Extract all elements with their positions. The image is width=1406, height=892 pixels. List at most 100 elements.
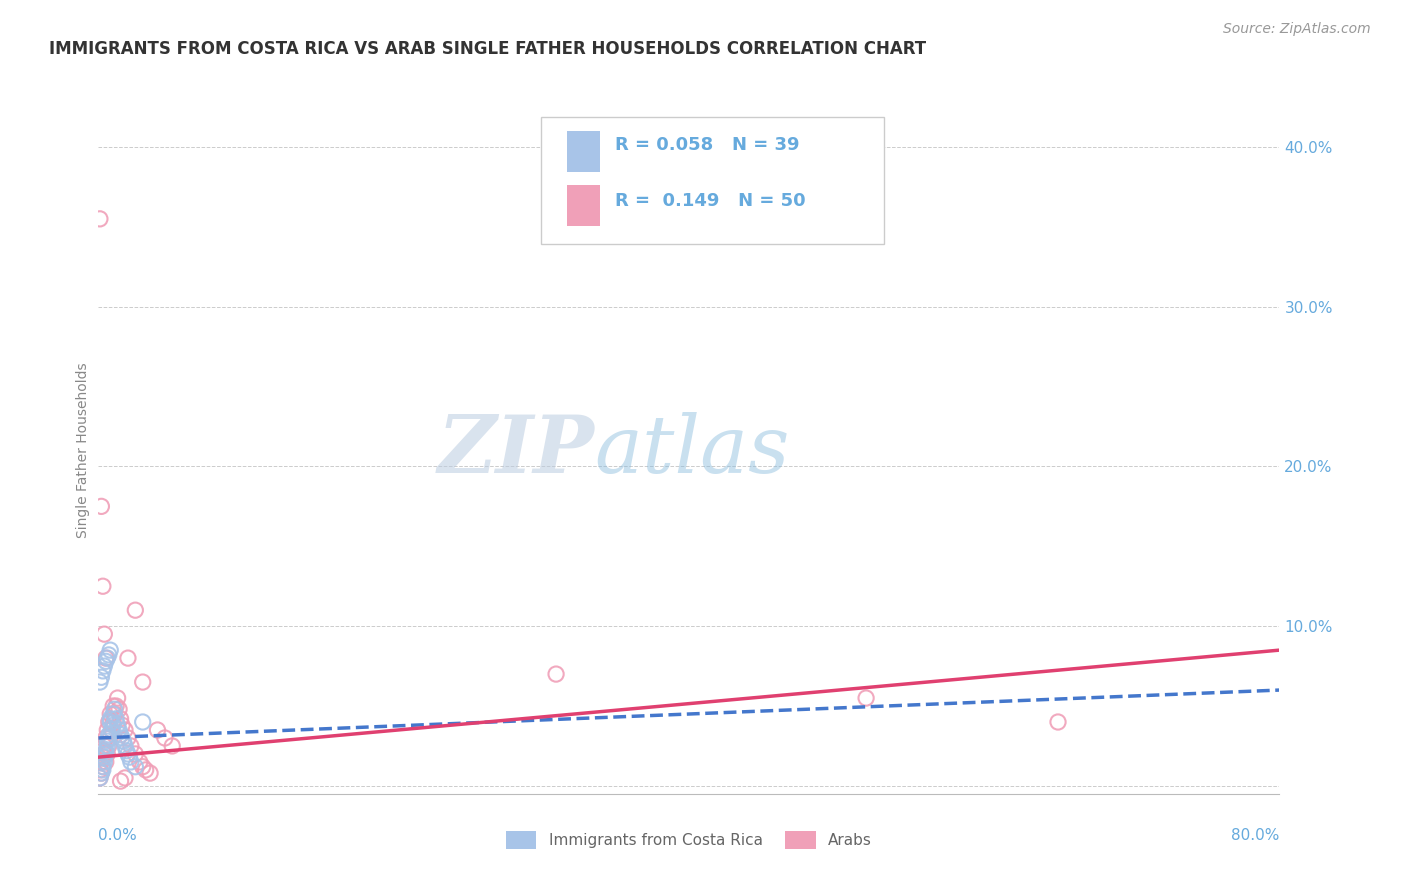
Point [91, 763, 114, 777]
Point [107, 718, 129, 732]
Legend: Immigrants from Costa Rica, Arabs: Immigrants from Costa Rica, Arabs [499, 825, 879, 855]
Point [120, 739, 142, 753]
Point [107, 691, 129, 706]
Point [108, 702, 131, 716]
Point [89, 771, 111, 785]
Point [110, 728, 132, 742]
Point [105, 712, 128, 726]
Point [94, 731, 117, 745]
Point [139, 766, 162, 780]
Point [93, 747, 115, 761]
Point [132, 760, 155, 774]
Point [135, 763, 157, 777]
Point [120, 755, 142, 769]
Point [98, 712, 121, 726]
Point [100, 723, 122, 737]
Point [94, 755, 117, 769]
Point [89, 771, 111, 785]
FancyBboxPatch shape [567, 185, 600, 226]
Point [153, 731, 176, 745]
Point [112, 734, 135, 748]
Point [91, 750, 114, 764]
FancyBboxPatch shape [541, 118, 884, 244]
Point [96, 747, 118, 761]
Text: 0.0%: 0.0% [98, 828, 138, 843]
Point [97, 728, 120, 742]
Point [103, 714, 125, 729]
Point [89, 763, 111, 777]
Point [117, 651, 139, 665]
Point [110, 712, 132, 726]
Point [90, 500, 112, 514]
Point [110, 774, 132, 789]
Point [146, 723, 169, 737]
Text: atlas: atlas [595, 412, 790, 489]
Point [97, 731, 120, 745]
Point [97, 739, 120, 753]
Text: IMMIGRANTS FROM COSTA RICA VS ARAB SINGLE FATHER HOUSEHOLDS CORRELATION CHART: IMMIGRANTS FROM COSTA RICA VS ARAB SINGL… [49, 40, 927, 58]
Point [89, 211, 111, 226]
Text: R =  0.149   N = 50: R = 0.149 N = 50 [614, 192, 806, 211]
Point [90, 755, 112, 769]
Point [98, 731, 121, 745]
Point [94, 744, 117, 758]
Point [103, 706, 125, 721]
Point [91, 664, 114, 678]
Point [115, 744, 138, 758]
Point [128, 755, 150, 769]
Point [93, 627, 115, 641]
Point [162, 739, 183, 753]
Point [97, 714, 120, 729]
Point [91, 744, 114, 758]
Point [100, 723, 122, 737]
Point [96, 739, 118, 753]
Text: 80.0%: 80.0% [1232, 828, 1279, 843]
Point [96, 734, 118, 748]
Point [93, 755, 115, 769]
Point [90, 670, 112, 684]
Point [94, 654, 117, 668]
Point [1046, 714, 1069, 729]
Point [96, 723, 118, 737]
Point [108, 723, 131, 737]
Point [132, 675, 155, 690]
Point [103, 718, 125, 732]
Point [93, 659, 115, 673]
Point [114, 771, 136, 785]
Point [855, 691, 877, 706]
Point [124, 747, 146, 761]
Y-axis label: Single Father Households: Single Father Households [76, 363, 90, 538]
Point [114, 723, 136, 737]
Point [91, 760, 114, 774]
Point [89, 675, 111, 690]
Point [96, 651, 118, 665]
Point [111, 731, 134, 745]
Point [124, 760, 146, 774]
Point [98, 714, 121, 729]
Point [104, 702, 127, 716]
Point [91, 579, 114, 593]
Point [94, 747, 117, 761]
Point [111, 718, 134, 732]
Point [117, 731, 139, 745]
Text: R = 0.058   N = 39: R = 0.058 N = 39 [614, 136, 799, 153]
Point [118, 750, 141, 764]
Point [104, 706, 127, 721]
Point [90, 766, 112, 780]
Point [94, 651, 117, 665]
Point [103, 699, 125, 714]
FancyBboxPatch shape [567, 131, 600, 172]
Text: ZIP: ZIP [437, 412, 595, 489]
Text: Source: ZipAtlas.com: Source: ZipAtlas.com [1223, 22, 1371, 37]
Point [98, 643, 121, 657]
Point [114, 739, 136, 753]
Point [91, 760, 114, 774]
Point [117, 747, 139, 761]
Point [132, 714, 155, 729]
Point [105, 699, 128, 714]
Point [124, 603, 146, 617]
Point [90, 766, 112, 780]
Point [93, 750, 115, 764]
Point [93, 739, 115, 753]
Point [97, 648, 120, 662]
